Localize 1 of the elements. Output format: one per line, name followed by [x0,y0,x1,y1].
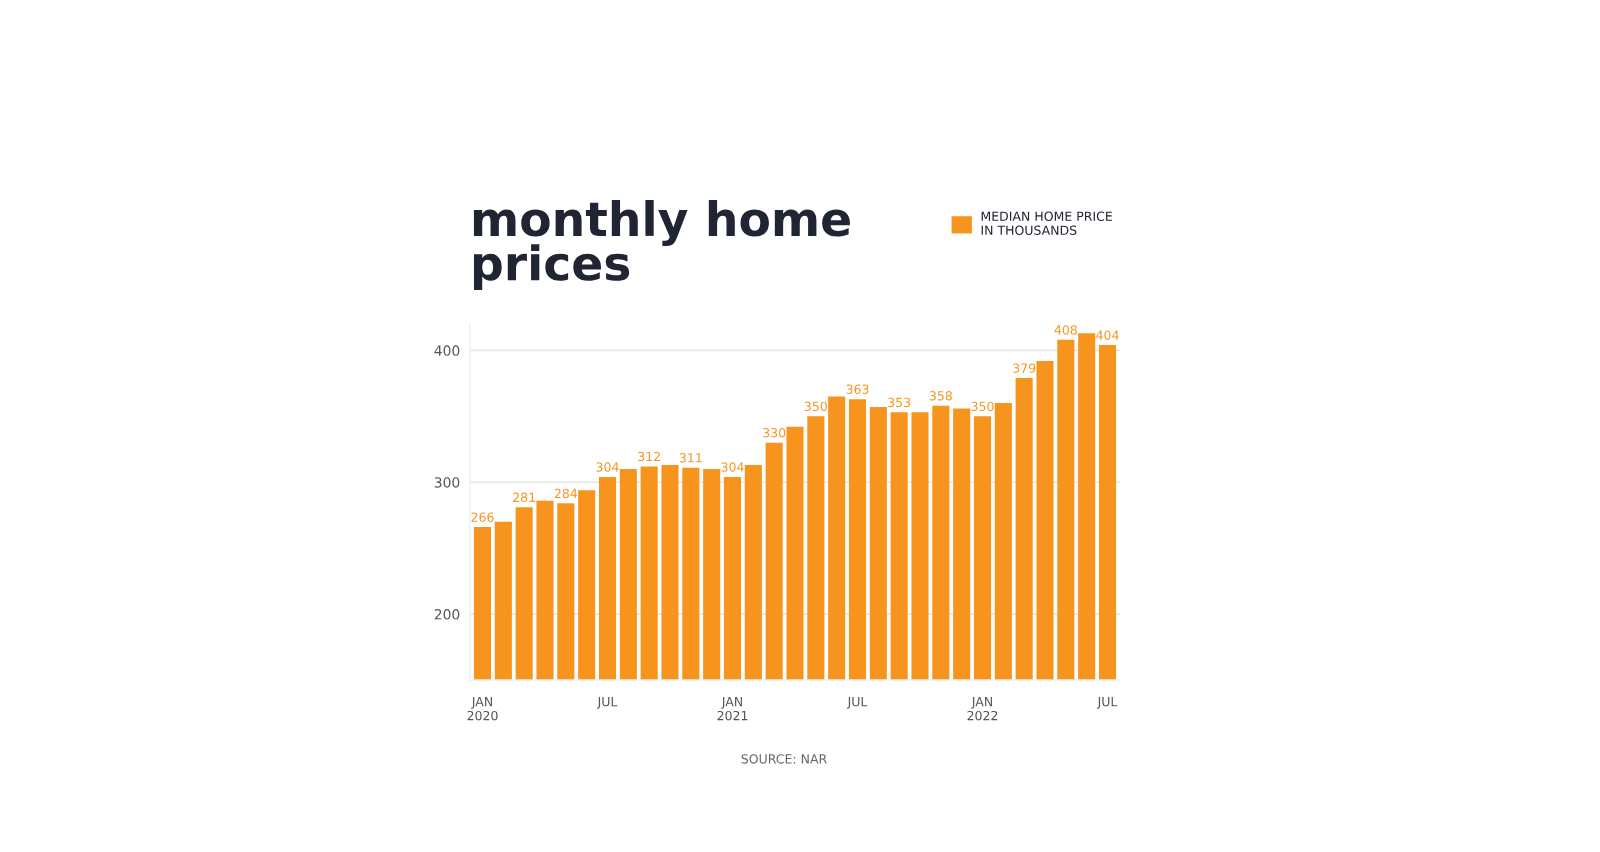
chart-title: monthly home prices [473,200,850,290]
